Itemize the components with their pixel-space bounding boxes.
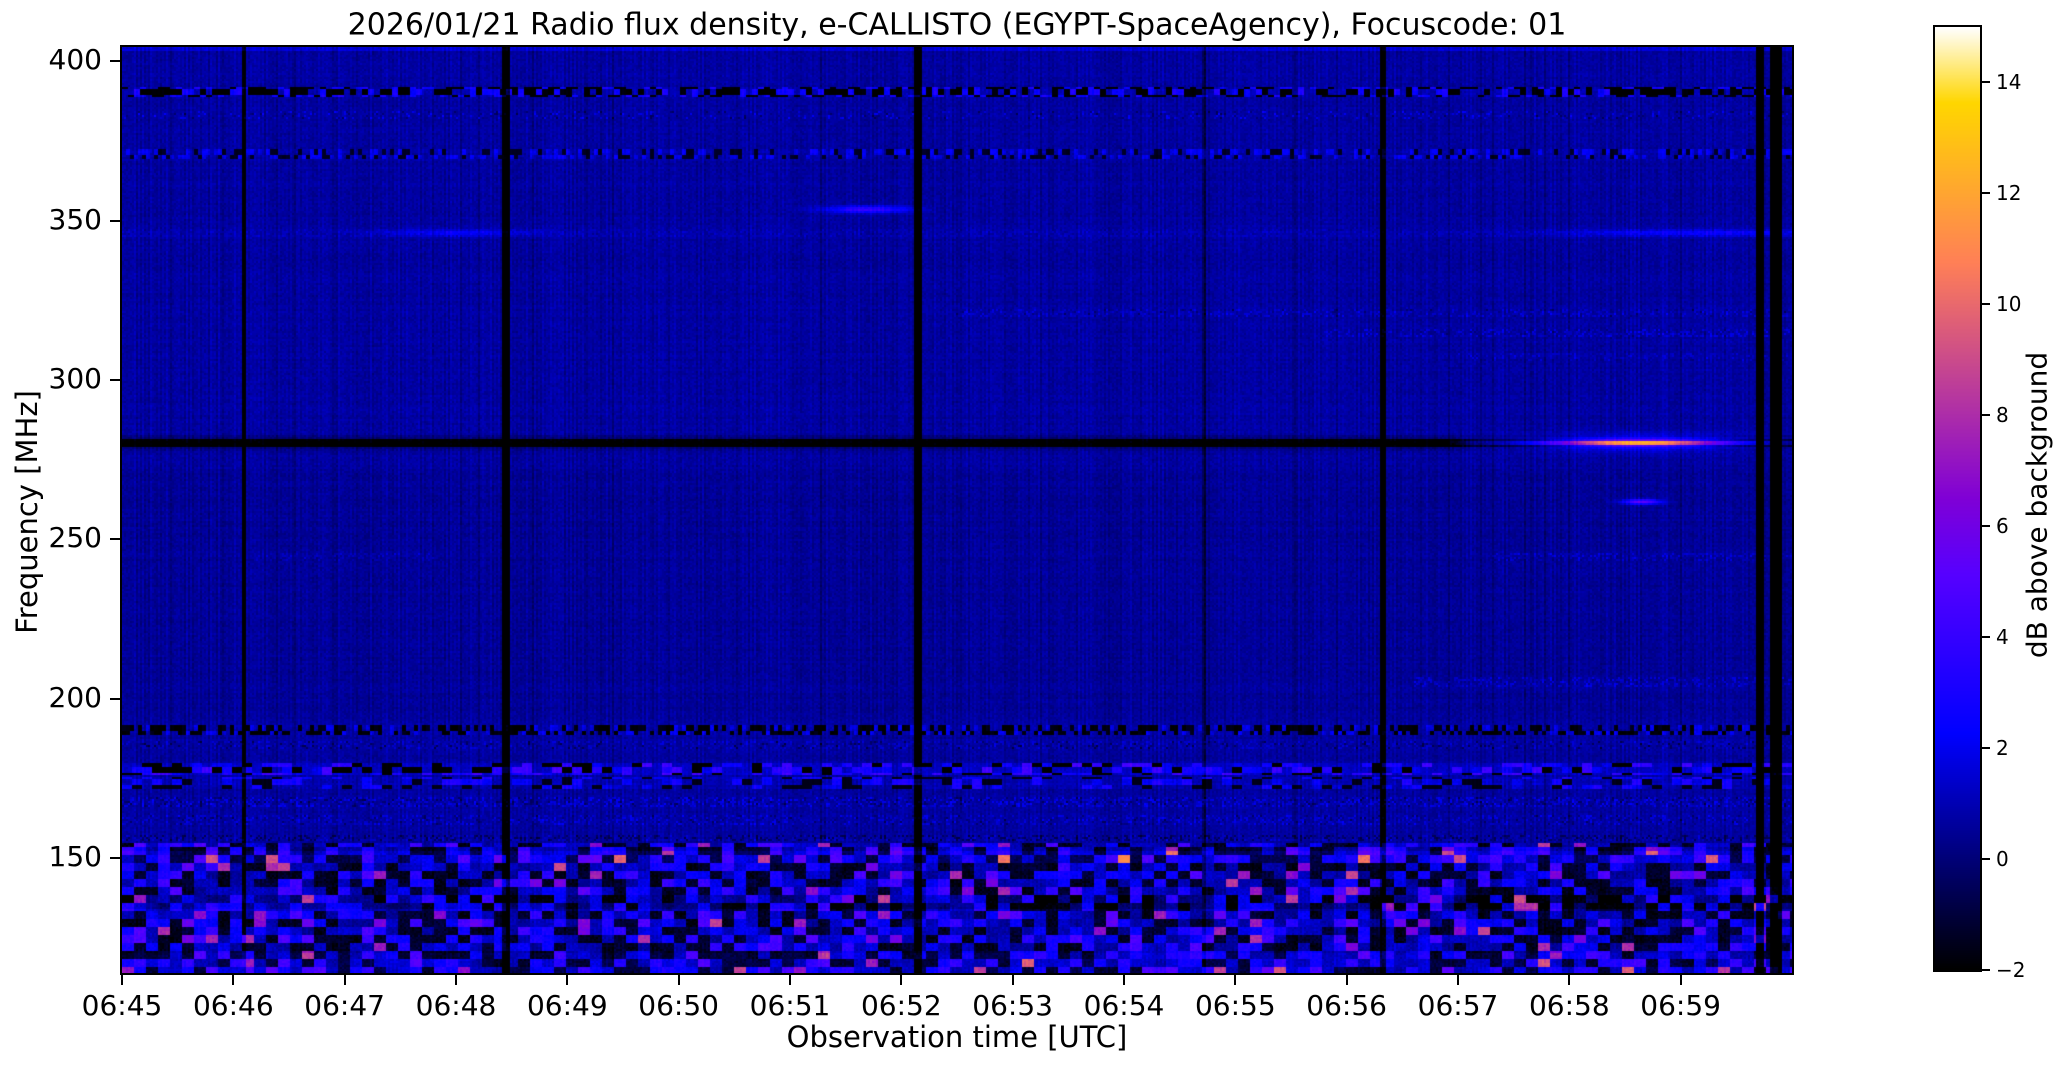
colorbar-tick-label: 0 [1996, 847, 2009, 872]
colorbar-tick-label: 12 [1996, 181, 2022, 206]
y-axis-tick-label: 350 [48, 202, 102, 236]
x-axis-tick-label: 06:55 [1194, 989, 1276, 1022]
y-axis-tick-label: 200 [48, 680, 102, 714]
y-axis-tick [110, 538, 120, 541]
y-axis-tick-label: 150 [48, 840, 102, 874]
colorbar-tick-label: 10 [1996, 292, 2022, 317]
colorbar-tick-label: 14 [1996, 70, 2022, 95]
colorbar-canvas [1935, 27, 1980, 970]
x-axis-tick-label: 06:52 [860, 989, 942, 1022]
x-axis-label: Observation time [UTC] [786, 1020, 1128, 1054]
x-axis-tick [900, 975, 903, 985]
x-axis-tick [1011, 975, 1014, 985]
colorbar-tick-label: 2 [1996, 736, 2009, 761]
y-axis-tick [110, 697, 120, 700]
chart-title: 2026/01/21 Radio flux density, e-CALLIST… [347, 7, 1567, 43]
x-axis-tick-label: 06:56 [1306, 989, 1388, 1022]
x-axis-tick [677, 975, 680, 985]
colorbar-tick-label: 6 [1996, 514, 2009, 539]
x-axis-tick [343, 975, 346, 985]
colorbar-tick-label: 4 [1996, 625, 2009, 650]
y-axis-tick-label: 400 [48, 43, 102, 77]
x-axis-tick-label: 06:48 [415, 989, 497, 1022]
x-axis-tick-label: 06:49 [526, 989, 608, 1022]
x-axis-tick [1568, 975, 1571, 985]
x-axis-tick-label: 06:53 [972, 989, 1054, 1022]
x-axis-tick-label: 06:54 [1083, 989, 1165, 1022]
colorbar-tick [1982, 525, 1990, 528]
x-axis-tick [789, 975, 791, 985]
y-axis-tick-label: 250 [48, 521, 102, 555]
spectrogram-canvas [122, 47, 1792, 973]
x-axis-tick-label: 06:57 [1417, 989, 1499, 1022]
colorbar-tick-label: −2 [1996, 958, 2026, 982]
y-axis-tick-label: 300 [48, 362, 102, 396]
x-axis-tick [121, 975, 123, 985]
x-axis-tick-label: 06:46 [192, 989, 274, 1022]
x-axis-tick [232, 975, 235, 985]
plot-frame [120, 45, 1794, 975]
x-axis-tick [1345, 975, 1348, 985]
y-axis-tick [110, 219, 120, 222]
colorbar-label: dB above background [2020, 351, 2054, 659]
x-axis-tick-label: 06:51 [749, 989, 831, 1022]
colorbar-tick-label: 8 [1996, 403, 2009, 428]
y-axis-label: Frequency [MHz] [10, 390, 44, 634]
y-axis-tick [110, 857, 120, 860]
x-axis-tick [1234, 975, 1237, 985]
x-axis-tick-label: 06:47 [304, 989, 386, 1022]
colorbar-tick [1982, 303, 1990, 306]
y-axis-tick [110, 60, 120, 63]
colorbar-tick [1982, 636, 1990, 639]
x-axis-tick-label: 06:58 [1528, 989, 1610, 1022]
colorbar-frame [1933, 25, 1982, 972]
colorbar-tick [1982, 192, 1990, 195]
x-axis-tick-label: 06:59 [1640, 989, 1722, 1022]
x-axis-tick [1123, 975, 1125, 985]
colorbar-tick [1982, 858, 1990, 861]
x-axis-tick-label: 06:50 [638, 989, 720, 1022]
y-axis-tick [110, 379, 120, 382]
x-axis-tick [1457, 975, 1459, 985]
colorbar-tick [1982, 414, 1990, 417]
x-axis-tick [1679, 975, 1682, 985]
x-axis-tick [566, 975, 569, 985]
colorbar-tick [1982, 81, 1990, 84]
x-axis-tick-label: 06:45 [81, 989, 163, 1022]
colorbar-tick [1982, 969, 1990, 971]
x-axis-tick [455, 975, 457, 985]
colorbar-tick [1982, 747, 1990, 750]
